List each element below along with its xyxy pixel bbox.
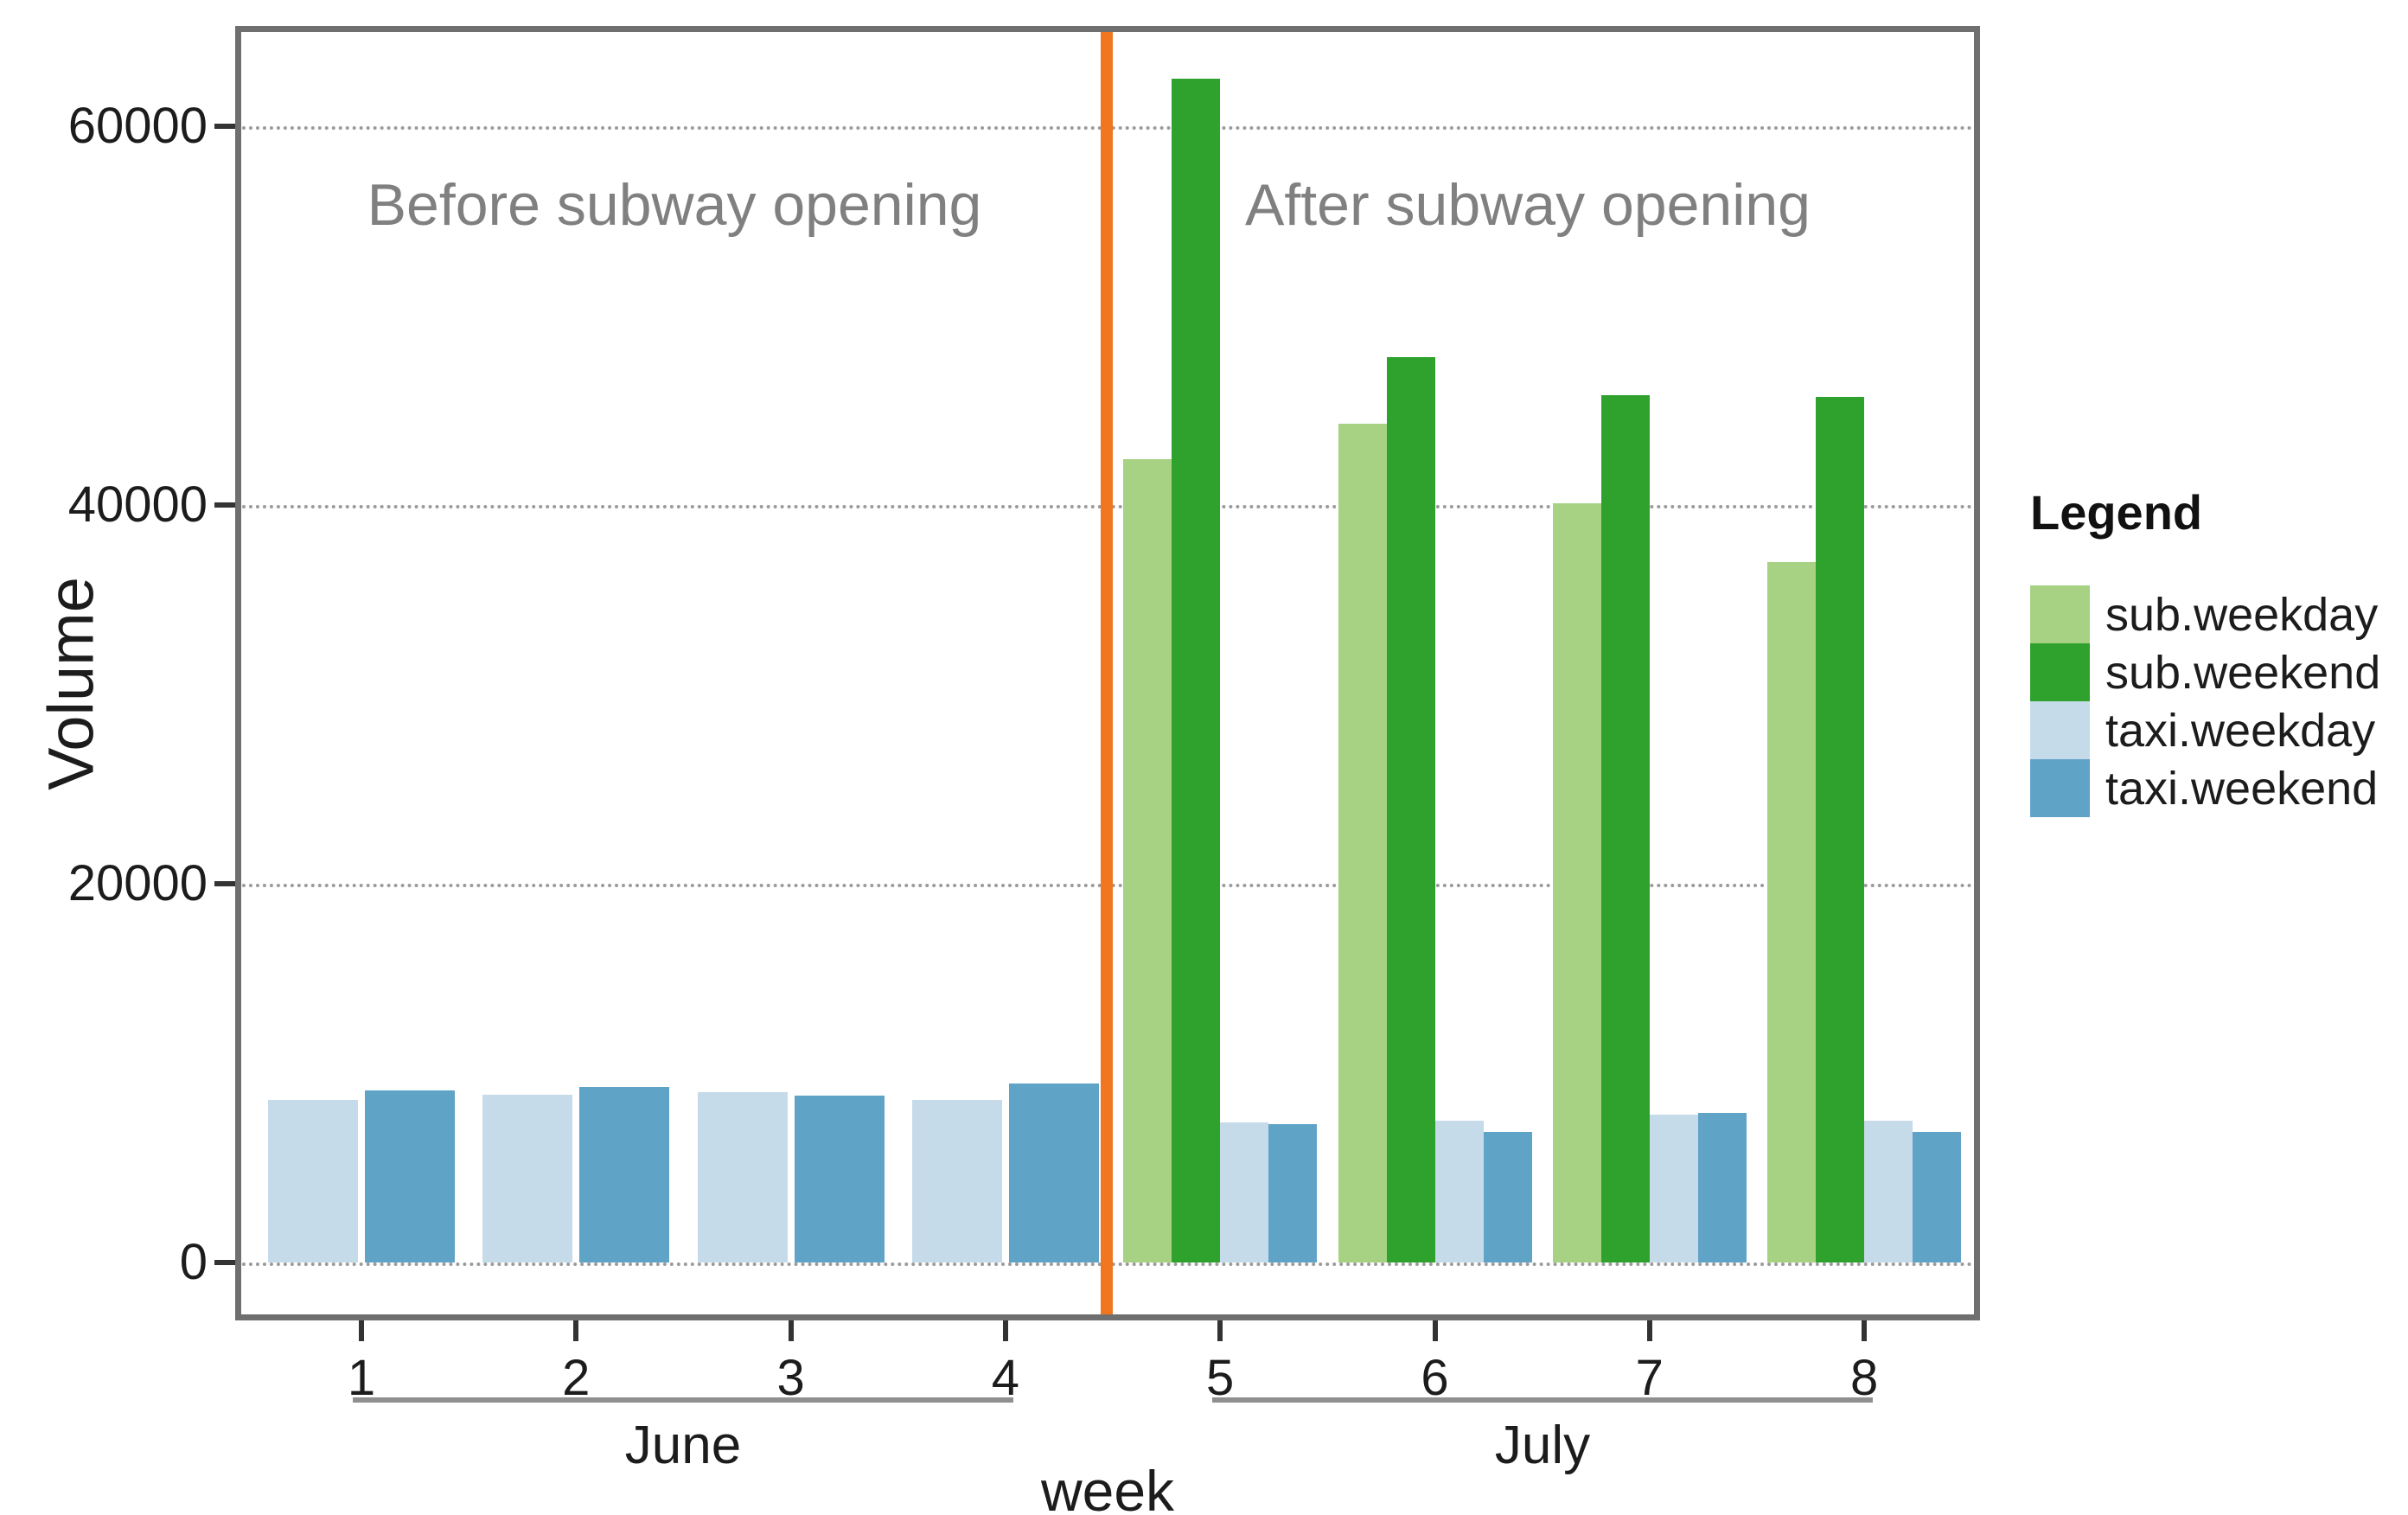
june-group-line bbox=[353, 1397, 1013, 1403]
legend-label: taxi.weekend bbox=[2105, 762, 2379, 815]
x-tick-label-week-4: 4 bbox=[991, 1350, 1020, 1406]
legend-item-sub-weekend: sub.weekend bbox=[2030, 643, 2402, 701]
bar-week7-taxi.weekday bbox=[1649, 1115, 1698, 1262]
bar-week6-sub.weekday bbox=[1338, 423, 1387, 1262]
bar-week1-taxi.weekend bbox=[365, 1090, 455, 1262]
annotation-after-subway: After subway opening bbox=[1245, 172, 1811, 238]
bar-week4-taxi.weekday bbox=[911, 1100, 1002, 1262]
x-tick-label-week-1: 1 bbox=[347, 1350, 376, 1406]
bar-week8-sub.weekday bbox=[1767, 561, 1817, 1262]
x-axis-title: week bbox=[1040, 1459, 1175, 1515]
legend: Legend sub.weekday sub.weekend taxi.week… bbox=[2030, 484, 2402, 817]
x-tick-label-week-5: 5 bbox=[1206, 1350, 1235, 1406]
bar-week3-taxi.weekday bbox=[697, 1091, 788, 1262]
subway-opening-divider-line bbox=[1101, 29, 1113, 1318]
x-tick-mark bbox=[1862, 1320, 1868, 1341]
annotation-before-subway: Before subway opening bbox=[367, 172, 982, 238]
bar-week6-taxi.weekend bbox=[1483, 1131, 1532, 1262]
y-tick-mark bbox=[214, 124, 235, 129]
taxi-weekend-swatch bbox=[2030, 759, 2090, 817]
bar-week2-taxi.weekday bbox=[482, 1095, 573, 1262]
x-tick-mark bbox=[1217, 1320, 1223, 1341]
sub-weekday-swatch bbox=[2030, 585, 2090, 643]
x-tick-mark bbox=[359, 1320, 364, 1341]
bar-week7-sub.weekend bbox=[1600, 394, 1650, 1262]
x-tick-label-week-6: 6 bbox=[1421, 1350, 1449, 1406]
legend-title: Legend bbox=[2030, 485, 2203, 540]
y-tick-label: 40000 bbox=[67, 476, 208, 533]
bar-week6-taxi.weekday bbox=[1434, 1120, 1484, 1262]
y-tick-label: 20000 bbox=[67, 855, 208, 911]
july-group-line bbox=[1212, 1397, 1873, 1403]
bar-week7-sub.weekday bbox=[1552, 502, 1601, 1262]
bar-week1-taxi.weekday bbox=[268, 1099, 358, 1262]
legend-label: sub.weekday bbox=[2105, 588, 2379, 641]
x-tick-label-week-2: 2 bbox=[562, 1350, 591, 1406]
y-tick-label: 60000 bbox=[67, 98, 208, 154]
bar-week5-taxi.weekend bbox=[1268, 1124, 1318, 1262]
y-tick-label: 0 bbox=[179, 1234, 208, 1290]
bar-week8-sub.weekend bbox=[1816, 397, 1865, 1262]
x-tick-mark bbox=[788, 1320, 794, 1341]
bar-week7-taxi.weekend bbox=[1697, 1112, 1747, 1262]
y-tick-mark bbox=[214, 1260, 235, 1265]
bar-week4-taxi.weekend bbox=[1008, 1083, 1099, 1262]
bar-week8-taxi.weekend bbox=[1913, 1131, 1962, 1262]
bar-week8-taxi.weekday bbox=[1864, 1120, 1913, 1262]
legend-item-taxi-weekend: taxi.weekend bbox=[2030, 759, 2402, 817]
y-tick-mark bbox=[214, 881, 235, 886]
bar-week5-sub.weekday bbox=[1123, 459, 1172, 1262]
taxi-weekday-swatch bbox=[2030, 701, 2090, 759]
july-group-label: July bbox=[1494, 1416, 1591, 1475]
legend-label: sub.weekend bbox=[2105, 646, 2381, 699]
legend-label: taxi.weekday bbox=[2105, 704, 2376, 757]
y-tick-mark bbox=[214, 502, 235, 508]
bar-week3-taxi.weekend bbox=[794, 1095, 885, 1262]
bar-week5-taxi.weekday bbox=[1220, 1122, 1269, 1262]
x-tick-mark bbox=[1646, 1320, 1652, 1341]
june-group-label: June bbox=[624, 1416, 742, 1475]
x-tick-mark bbox=[573, 1320, 579, 1341]
x-tick-mark bbox=[1432, 1320, 1438, 1341]
legend-item-sub-weekday: sub.weekday bbox=[2030, 585, 2402, 643]
x-tick-label-week-8: 8 bbox=[1849, 1350, 1879, 1406]
bar-week5-sub.weekend bbox=[1172, 79, 1221, 1262]
sub-weekend-swatch bbox=[2030, 643, 2090, 701]
bar-week6-sub.weekend bbox=[1386, 357, 1435, 1262]
bar-week2-taxi.weekend bbox=[579, 1086, 670, 1262]
x-tick-label-week-3: 3 bbox=[776, 1350, 805, 1406]
x-tick-label-week-7: 7 bbox=[1635, 1350, 1664, 1406]
legend-item-taxi-weekday: taxi.weekday bbox=[2030, 701, 2402, 759]
x-tick-mark bbox=[1002, 1320, 1008, 1341]
